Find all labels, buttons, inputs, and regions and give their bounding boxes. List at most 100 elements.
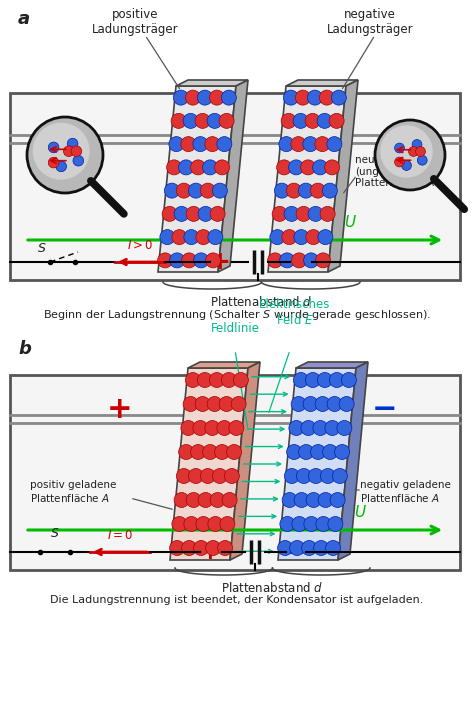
Circle shape	[296, 468, 311, 483]
Circle shape	[304, 253, 319, 268]
Circle shape	[185, 373, 201, 387]
Circle shape	[268, 253, 283, 268]
Text: $U$: $U$	[354, 504, 366, 520]
Circle shape	[318, 493, 333, 508]
Text: negativ geladene
Plattenfläche $A$: negativ geladene Plattenfläche $A$	[360, 480, 451, 504]
Text: Elektrisches
Feld $E$: Elektrisches Feld $E$	[259, 298, 331, 327]
Circle shape	[174, 493, 189, 508]
Circle shape	[210, 206, 225, 222]
Circle shape	[290, 541, 305, 556]
Circle shape	[272, 206, 287, 222]
Text: Plattenabstand $d$: Plattenabstand $d$	[210, 295, 312, 309]
Circle shape	[417, 156, 427, 165]
Circle shape	[207, 397, 222, 412]
Text: +: +	[200, 540, 220, 564]
Polygon shape	[278, 368, 356, 560]
Polygon shape	[158, 86, 236, 272]
Circle shape	[179, 445, 193, 460]
Circle shape	[197, 90, 212, 105]
Circle shape	[207, 113, 222, 128]
Circle shape	[48, 142, 59, 153]
Circle shape	[316, 516, 331, 531]
Circle shape	[341, 373, 356, 387]
Circle shape	[210, 90, 224, 105]
FancyBboxPatch shape	[10, 375, 460, 570]
Circle shape	[202, 445, 218, 460]
Circle shape	[303, 137, 318, 151]
Circle shape	[289, 160, 304, 175]
Circle shape	[227, 445, 242, 460]
Circle shape	[339, 397, 354, 412]
Circle shape	[197, 373, 212, 387]
Circle shape	[201, 468, 215, 483]
Circle shape	[318, 373, 332, 387]
Circle shape	[202, 160, 218, 175]
Circle shape	[33, 123, 90, 180]
Circle shape	[280, 516, 295, 531]
Text: b: b	[18, 340, 31, 358]
Circle shape	[315, 137, 330, 151]
Circle shape	[332, 468, 347, 483]
Circle shape	[394, 157, 404, 167]
Circle shape	[326, 541, 341, 556]
Text: $S$: $S$	[50, 527, 60, 540]
Circle shape	[416, 146, 425, 156]
Circle shape	[293, 113, 308, 128]
Circle shape	[281, 113, 296, 128]
Text: Plattenabstand $d$: Plattenabstand $d$	[221, 581, 324, 595]
Circle shape	[296, 206, 311, 222]
Circle shape	[210, 373, 224, 387]
Circle shape	[325, 420, 340, 435]
Circle shape	[206, 541, 220, 556]
Circle shape	[206, 253, 220, 268]
Circle shape	[173, 90, 188, 105]
Circle shape	[298, 183, 313, 198]
Circle shape	[292, 253, 307, 268]
Text: positive
Ladungsträger: positive Ladungsträger	[91, 8, 178, 36]
Circle shape	[56, 161, 66, 171]
Circle shape	[327, 137, 342, 151]
Circle shape	[196, 516, 211, 531]
Circle shape	[284, 468, 300, 483]
Circle shape	[291, 137, 306, 151]
Circle shape	[313, 420, 328, 435]
Circle shape	[320, 468, 336, 483]
Circle shape	[337, 420, 352, 435]
Circle shape	[221, 90, 237, 105]
Circle shape	[218, 541, 233, 556]
Circle shape	[409, 146, 419, 156]
Circle shape	[174, 206, 189, 222]
Text: +: +	[107, 396, 133, 424]
Circle shape	[224, 468, 239, 483]
Circle shape	[181, 420, 196, 435]
Circle shape	[210, 493, 225, 508]
Circle shape	[27, 117, 103, 193]
Circle shape	[291, 397, 306, 412]
Circle shape	[186, 206, 201, 222]
Circle shape	[335, 445, 350, 460]
Circle shape	[304, 516, 319, 531]
Circle shape	[212, 183, 228, 198]
Circle shape	[322, 183, 337, 198]
Circle shape	[319, 90, 334, 105]
Circle shape	[313, 160, 328, 175]
Circle shape	[164, 183, 179, 198]
Circle shape	[328, 516, 343, 531]
Circle shape	[191, 445, 206, 460]
Polygon shape	[230, 362, 260, 560]
Circle shape	[205, 137, 220, 151]
Circle shape	[317, 113, 332, 128]
Circle shape	[201, 183, 215, 198]
Circle shape	[303, 397, 318, 412]
Circle shape	[222, 493, 237, 508]
Text: neutrale
(ungeladene)
Plattenfläche A: neutrale (ungeladene) Plattenfläche A	[355, 155, 434, 188]
Circle shape	[193, 137, 208, 151]
FancyBboxPatch shape	[10, 93, 460, 280]
Circle shape	[162, 206, 177, 222]
Circle shape	[310, 183, 325, 198]
Circle shape	[301, 541, 317, 556]
Circle shape	[284, 206, 299, 222]
Circle shape	[301, 420, 316, 435]
Circle shape	[280, 253, 295, 268]
Circle shape	[196, 229, 211, 244]
